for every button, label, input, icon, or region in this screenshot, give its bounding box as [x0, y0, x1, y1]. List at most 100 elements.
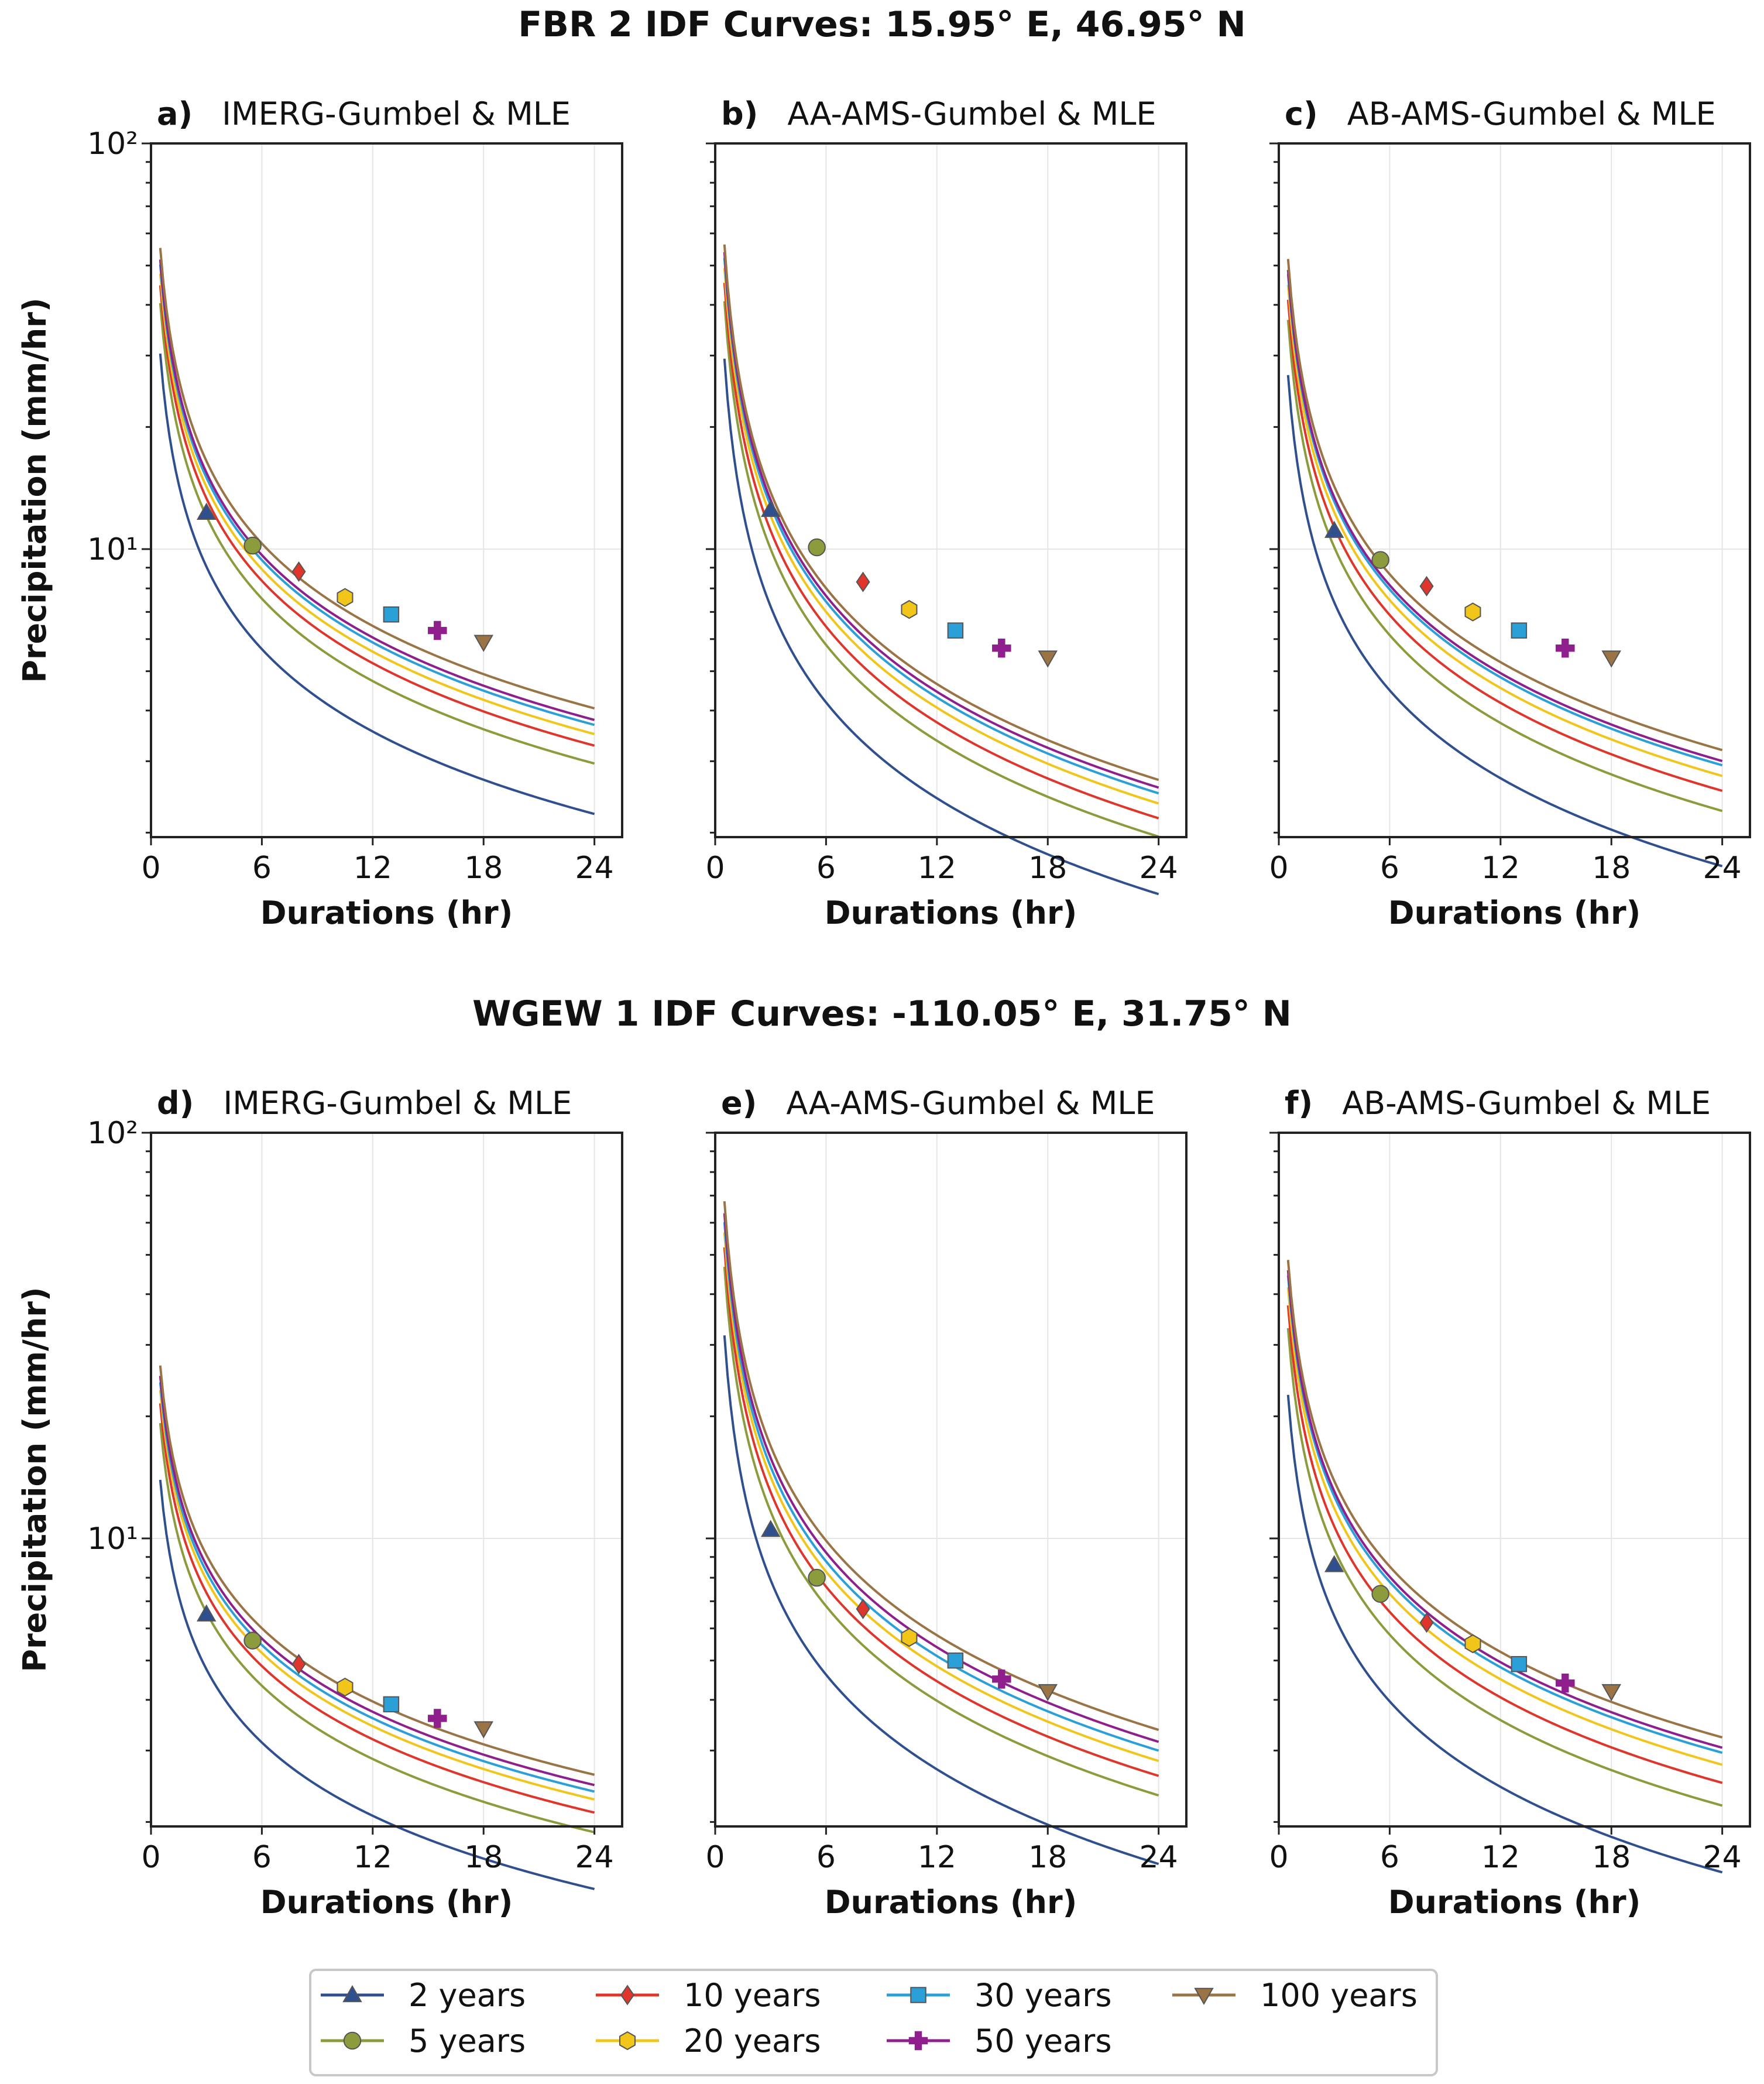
x-tick-label: 6	[252, 851, 272, 886]
panel-name: AA-AMS-Gumbel & MLE	[787, 95, 1156, 132]
plot-frame	[1278, 142, 1751, 838]
x-tick-label: 0	[1269, 1840, 1288, 1875]
x-tick-label: 12	[1481, 851, 1520, 886]
curve-2-years	[1286, 1394, 1723, 1874]
x-tick-label: 18	[464, 1840, 503, 1875]
legend-item-50-years: 50 years	[887, 2023, 1111, 2059]
plot-frame	[714, 1132, 1188, 1828]
marker-30-years	[947, 622, 964, 639]
marker-5-years	[243, 536, 262, 555]
curve-100-years	[723, 1201, 1159, 1731]
marker-10-years	[1419, 575, 1434, 597]
marker-5-years	[1371, 1585, 1389, 1603]
marker-2-years	[1324, 1555, 1344, 1572]
section-title-fbr2: FBR 2 IDF Curves: 15.95° E, 46.95° N	[518, 4, 1245, 45]
x-axis-label: Durations (hr)	[260, 1884, 513, 1921]
x-axis-label: Durations (hr)	[260, 894, 513, 931]
marker-100-years	[1038, 650, 1058, 668]
panel-name: IMERG-Gumbel & MLE	[222, 95, 571, 132]
x-tick-label: 6	[816, 851, 836, 886]
legend-marker-2-years	[342, 1984, 362, 2003]
panel-title: e) AA-AMS-Gumbel & MLE	[721, 1085, 1155, 1122]
curve-5-years	[159, 303, 595, 765]
x-axis-label: Durations (hr)	[1388, 1884, 1641, 1921]
curve-100-years	[1286, 259, 1723, 752]
panel-name: AB-AMS-Gumbel & MLE	[1347, 95, 1716, 132]
x-tick-label: 18	[1028, 851, 1067, 886]
marker-100-years	[1601, 1684, 1621, 1702]
marker-50-years	[1556, 1673, 1575, 1693]
curve-5-years	[1286, 320, 1723, 813]
curve-5-years	[1286, 1328, 1723, 1807]
x-tick-label: 6	[816, 1840, 836, 1875]
legend-item-10-years: 10 years	[596, 1977, 821, 2014]
panel-name: AA-AMS-Gumbel & MLE	[786, 1085, 1155, 1122]
y-tick-label: 10¹	[87, 532, 138, 567]
panel-letter: b)	[721, 95, 758, 132]
marker-2-years	[196, 1604, 217, 1622]
panel-title: d) IMERG-Gumbel & MLE	[157, 1085, 572, 1122]
legend-items: 2 years 5 years 10 years 20 years 30 years 50…	[321, 1977, 1418, 2059]
y-axis-label: Precipitation (mm/hr)	[16, 297, 53, 683]
panel-letter: c)	[1285, 95, 1318, 132]
curve-10-years	[1286, 299, 1723, 792]
chart-panel-a: 0 6 12 18 24 10¹ 10² a) IMERG-Gumbel & MLE Durati…	[16, 95, 623, 931]
marker-10-years	[1419, 1612, 1434, 1633]
curve-2-years	[1286, 375, 1723, 868]
curve-10-years	[723, 283, 1159, 820]
marker-100-years	[1038, 1684, 1058, 1702]
legend-label: 20 years	[684, 2023, 821, 2059]
marker-10-years	[291, 561, 306, 582]
marker-100-years	[1601, 650, 1621, 668]
panel-letter: e)	[721, 1085, 757, 1122]
curve-50-years	[723, 1213, 1159, 1743]
legend-item-100-years: 100 years	[1172, 1977, 1418, 2014]
x-tick-label: 0	[141, 1840, 160, 1875]
curve-10-years	[159, 285, 595, 747]
curve-100-years	[159, 248, 595, 709]
legend-label: 2 years	[409, 1977, 526, 2014]
legend-label: 30 years	[974, 1977, 1111, 2014]
legend-label: 50 years	[974, 2023, 1111, 2059]
marker-2-years	[1324, 520, 1344, 538]
legend-marker-100-years	[1194, 1987, 1214, 2006]
curve-20-years	[1286, 1287, 1723, 1766]
x-tick-label: 0	[705, 851, 725, 886]
curve-20-years	[159, 273, 595, 735]
x-tick-label: 12	[354, 851, 392, 886]
curve-100-years	[723, 244, 1159, 782]
curve-20-years	[159, 1390, 595, 1801]
marker-50-years	[428, 621, 447, 640]
marker-30-years	[947, 1652, 964, 1669]
section-title-wgew1: WGEW 1 IDF Curves: -110.05° E, 31.75° N	[472, 993, 1292, 1034]
chart-panel-d: 0 6 12 18 24 10¹ 10² d) IMERG-Gumbel & MLE Durati…	[16, 1085, 623, 1921]
legend-marker-10-years	[620, 1984, 635, 2006]
legend-item-30-years: 30 years	[887, 1977, 1111, 2014]
marker-10-years	[856, 571, 870, 592]
y-tick-label: 10¹	[87, 1521, 138, 1557]
x-tick-label: 18	[1592, 1840, 1631, 1875]
curve-50-years	[723, 252, 1159, 789]
marker-5-years	[808, 538, 826, 557]
curve-5-years	[723, 1266, 1159, 1797]
x-tick-label: 12	[918, 851, 956, 886]
panel-title: b) AA-AMS-Gumbel & MLE	[721, 95, 1156, 132]
legend-marker-5-years	[343, 2031, 362, 2050]
curve-2-years	[723, 358, 1159, 896]
curve-30-years	[159, 1382, 595, 1793]
marker-50-years	[992, 1670, 1011, 1689]
plot-frame	[150, 142, 623, 838]
marker-20-years	[901, 599, 918, 619]
x-tick-label: 12	[354, 1840, 392, 1875]
marker-30-years	[383, 1696, 400, 1713]
marker-20-years	[1464, 602, 1481, 622]
legend: 2 years 5 years 10 years 20 years 30 years 50…	[309, 1969, 1438, 2076]
x-tick-label: 24	[575, 851, 614, 886]
legend-marker-20-years	[619, 2031, 636, 2051]
chart-panel-e: 0 6 12 18 24 e) AA-AMS-Gumbel & MLE Durations (…	[705, 1085, 1188, 1921]
marker-10-years	[856, 1599, 870, 1620]
x-tick-label: 18	[464, 851, 503, 886]
x-axis-label: Durations (hr)	[825, 894, 1077, 931]
x-axis-label: Durations (hr)	[825, 1884, 1077, 1921]
